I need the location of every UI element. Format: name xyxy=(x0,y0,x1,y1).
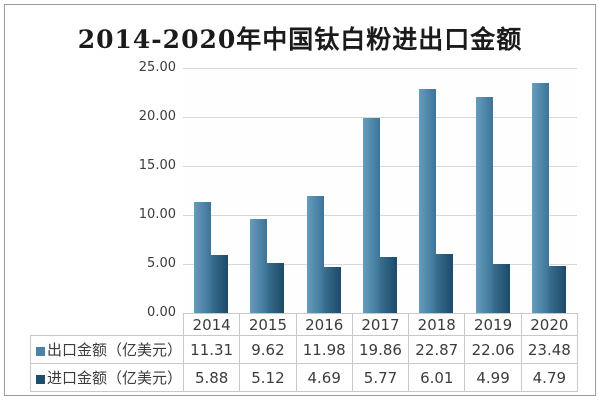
export-value-cell: 22.87 xyxy=(408,335,466,364)
bar-group-2020 xyxy=(521,68,577,313)
y-axis: 0.00 5.00 10.00 15.00 20.00 25.00 xyxy=(100,0,176,340)
export-bar xyxy=(250,218,268,313)
y-tick-label: 0.00 xyxy=(147,305,176,320)
import-row: 进口金额（亿美元） 5.88 5.12 4.69 5.77 6.01 4.99 4.79 xyxy=(30,363,579,392)
gridline xyxy=(183,214,577,216)
plot-area xyxy=(183,67,577,313)
import-bar xyxy=(436,254,454,313)
import-bar xyxy=(379,256,397,313)
export-legend-swatch-icon xyxy=(36,347,45,356)
year-header-cell: 2017 xyxy=(351,313,410,336)
import-legend-cell: 进口金额（亿美元） xyxy=(30,363,184,392)
year-header-cell: 2018 xyxy=(408,313,466,336)
year-header-cell: 2014 xyxy=(182,313,241,336)
import-bar xyxy=(548,266,566,313)
bar-group-2016 xyxy=(296,68,352,313)
year-header-cell: 2015 xyxy=(239,313,297,336)
export-bar xyxy=(306,195,324,313)
y-tick-label: 25.00 xyxy=(138,60,176,75)
import-bar xyxy=(267,262,285,313)
import-legend-swatch-icon xyxy=(36,375,45,384)
import-value-cell: 4.69 xyxy=(295,363,353,392)
export-row: 出口金额（亿美元） 11.31 9.62 11.98 19.86 22.87 22.06 23… xyxy=(30,335,579,364)
bar-group-2018 xyxy=(408,68,464,313)
y-tick-label: 10.00 xyxy=(138,207,176,222)
import-value-cell: 5.77 xyxy=(351,363,410,392)
import-bar xyxy=(492,264,510,313)
table-corner-blank xyxy=(31,314,184,336)
export-bar xyxy=(419,88,437,313)
export-bar xyxy=(194,202,212,313)
bar-group-2017 xyxy=(352,68,408,313)
import-value-cell: 4.99 xyxy=(464,363,522,392)
import-legend-label: 进口金额（亿美元） xyxy=(47,369,183,387)
y-tick-label: 20.00 xyxy=(138,109,176,124)
export-bar xyxy=(475,96,493,313)
export-legend-label: 出口金额（亿美元） xyxy=(47,341,183,359)
bar-group-2014 xyxy=(183,68,239,313)
bar-group-2015 xyxy=(239,68,295,313)
gridline xyxy=(183,116,577,118)
export-value-cell: 11.31 xyxy=(182,335,241,364)
year-header-cell: 2020 xyxy=(520,313,579,336)
export-value-cell: 11.98 xyxy=(295,335,353,364)
year-header-cell: 2019 xyxy=(464,313,522,336)
data-table: 2014 2015 2016 2017 2018 2019 2020 出口金额（亿美元） 11.… xyxy=(30,313,579,392)
import-value-cell: 6.01 xyxy=(408,363,466,392)
import-value-cell: 5.88 xyxy=(182,363,241,392)
export-value-cell: 23.48 xyxy=(520,335,579,364)
year-header-cell: 2016 xyxy=(295,313,353,336)
chart-title: 2014-2020年中国钛白粉进出口金额 xyxy=(77,25,523,54)
import-value-cell: 4.79 xyxy=(520,363,579,392)
bar-group-2019 xyxy=(464,68,520,313)
export-value-cell: 9.62 xyxy=(239,335,297,364)
import-value-cell: 5.12 xyxy=(239,363,297,392)
export-bar xyxy=(362,118,380,313)
export-value-cell: 22.06 xyxy=(464,335,522,364)
y-tick-label: 15.00 xyxy=(138,158,176,173)
export-legend-cell: 出口金额（亿美元） xyxy=(30,335,184,364)
export-bar xyxy=(531,82,549,313)
gridline xyxy=(183,165,577,167)
import-bar xyxy=(323,267,341,313)
import-bar xyxy=(211,255,229,313)
export-value-cell: 19.86 xyxy=(351,335,410,364)
y-tick-label: 5.00 xyxy=(147,256,176,271)
gridline xyxy=(183,67,577,69)
